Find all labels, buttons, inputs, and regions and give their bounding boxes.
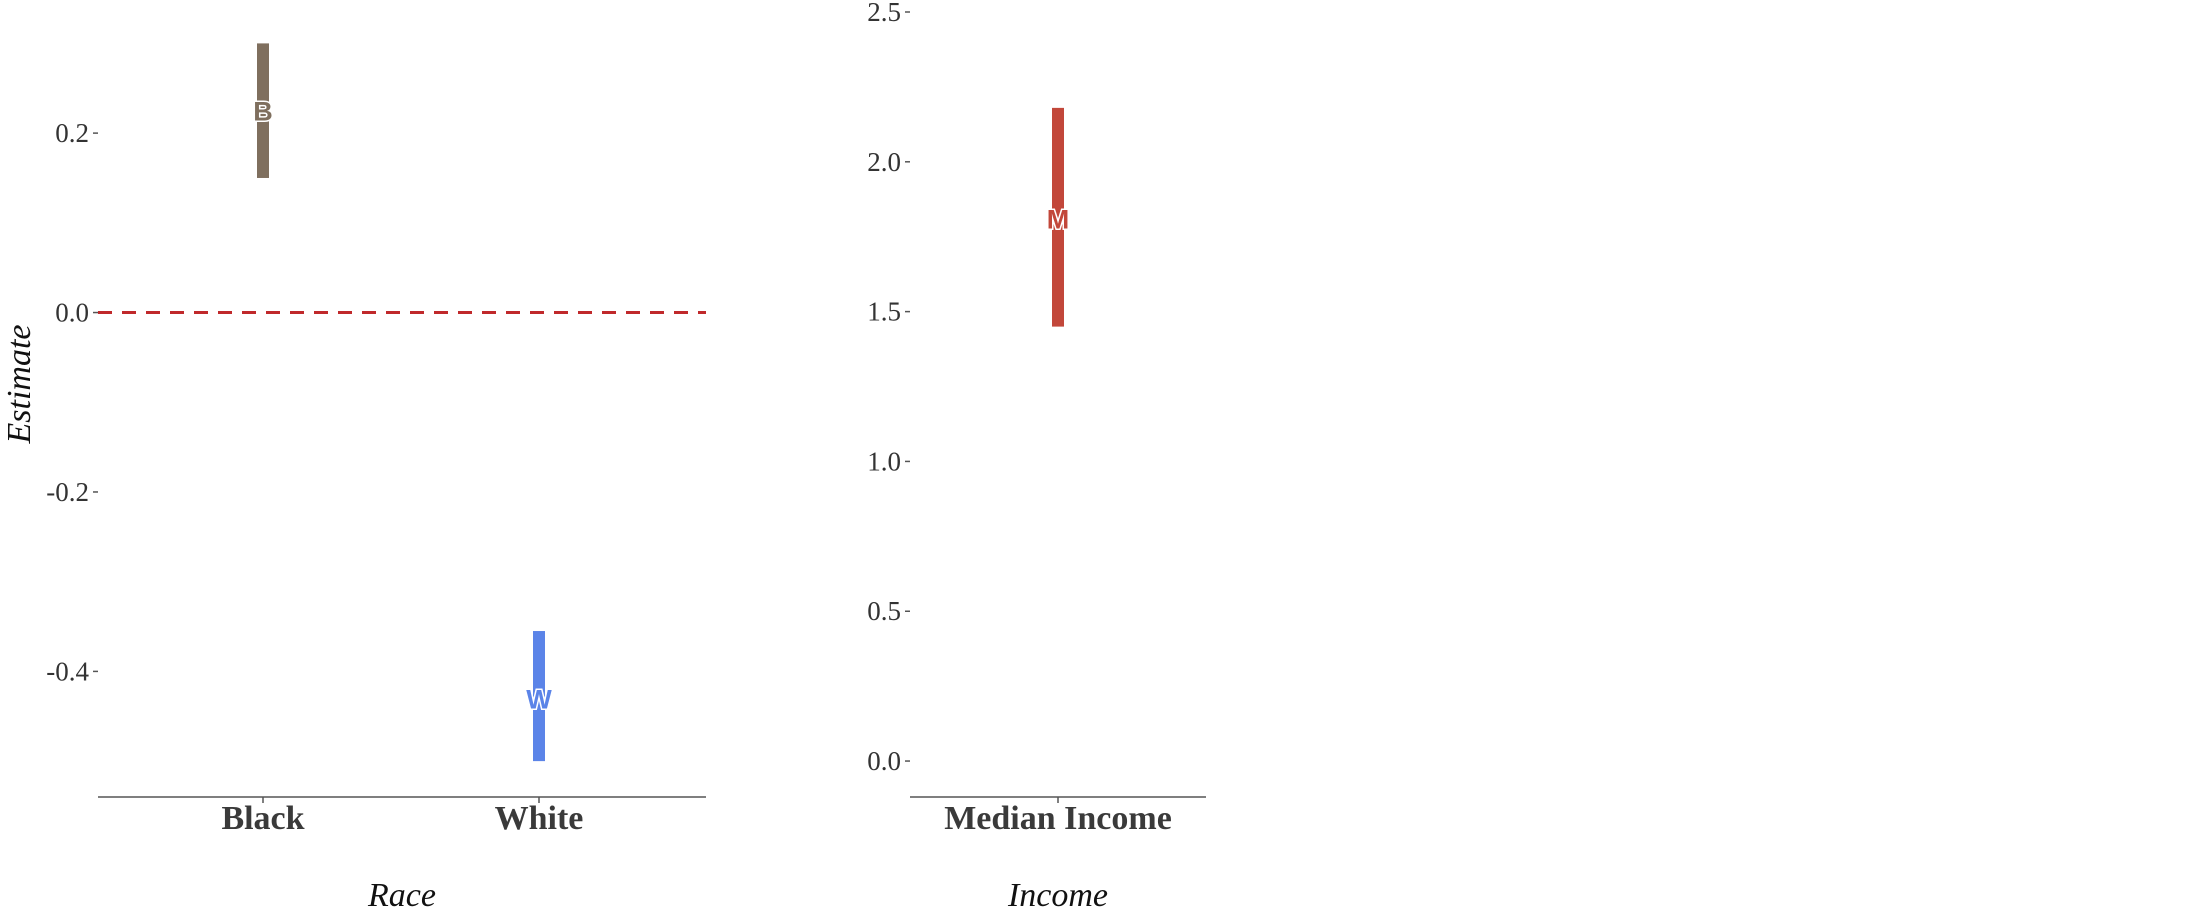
race-interval-bar-b [257,43,269,178]
income-y-tick-label: 0.5 [867,596,901,626]
race-x-tick-label: White [495,800,584,837]
race-y-axis-title: Estimate [1,325,38,445]
race-y-tick-label: 0.0 [55,298,89,328]
race-panel: Estimate Race 0.2 0.0 -0.2 -0.4 Black White B W [1,43,706,914]
income-panel: Income 2.5 2.0 1.5 1.0 0.5 0.0 Median Income M [867,0,1206,914]
income-y-tick-label: 1.0 [867,446,901,476]
income-y-tick-label: 2.0 [867,147,901,177]
income-x-tick-label: Median Income [944,800,1172,837]
income-interval-bar-m [1052,107,1064,327]
income-y-tick-label: 2.5 [867,0,901,27]
race-y-tick-label: -0.2 [46,477,89,507]
income-point-label-m: M [1047,205,1070,235]
race-x-tick-label: Black [221,800,304,837]
race-y-tick-label: 0.2 [55,118,89,148]
income-y-tick-label: 0.0 [867,746,901,776]
race-y-tick-label: -0.4 [46,656,89,686]
income-x-axis-title: Income [1007,877,1108,914]
income-y-tick-label: 1.5 [867,297,901,327]
race-point-label-b: B [253,97,273,127]
race-point-label-w: W [526,684,552,714]
race-interval-bar-w [533,631,545,762]
race-x-axis-title: Race [367,877,436,914]
